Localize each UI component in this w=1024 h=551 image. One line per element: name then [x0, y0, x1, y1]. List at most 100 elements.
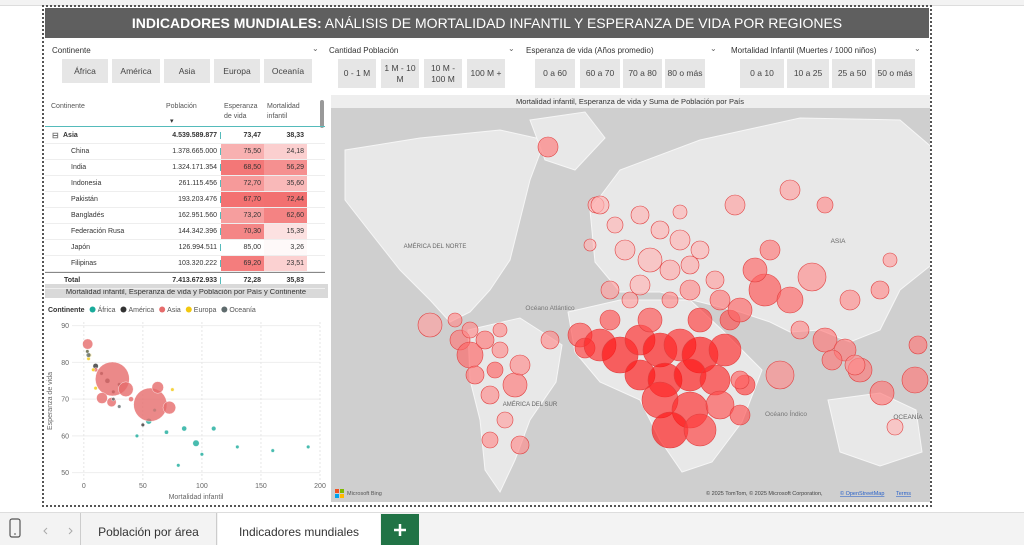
map-terms-link[interactable]: Terms: [896, 491, 911, 497]
y-axis-label: Esperanza de vida: [47, 372, 54, 430]
map-bubble: [705, 270, 725, 290]
slicer-button[interactable]: Oceanía: [264, 59, 312, 83]
table-cell: 72,70: [221, 176, 264, 191]
bubble: [128, 396, 134, 402]
slicer-button[interactable]: 100 M +: [467, 59, 505, 88]
map-bubble: [481, 431, 499, 449]
table-header: Continente Población Esperanza de vida Mort…: [45, 97, 325, 127]
map-bubble: [699, 364, 731, 396]
slicer-chevron: ⌄: [312, 44, 319, 53]
map-bubble: [651, 411, 689, 449]
tab-active[interactable]: Indicadores mundiales: [218, 513, 380, 545]
table-row: Federación Rusa 144.342.396 70,30 15,39: [45, 224, 325, 240]
map-bubble: [583, 238, 597, 252]
map-bubble: [730, 370, 750, 390]
slicer-button[interactable]: América: [112, 59, 160, 83]
map-bubble: [705, 390, 735, 420]
map-logo-text: Microsoft Bing: [347, 491, 382, 497]
bubble: [140, 422, 145, 427]
map-bubble: [590, 195, 610, 215]
table-cell: 70,30: [221, 224, 264, 239]
map-bubble: [690, 240, 710, 260]
scatter-title: Mortalidad infantil, Esperanza de vida y…: [66, 287, 306, 296]
slicer-button[interactable]: 0 a 10: [740, 59, 784, 88]
table-row: Japón 126.994.511 85,00 3,26: [45, 240, 325, 256]
slicer-button[interactable]: 80 o más: [665, 59, 705, 88]
map-bubble: [844, 354, 866, 376]
legend-label: Europa: [194, 307, 217, 314]
slicer-button[interactable]: 0 a 60: [535, 59, 575, 88]
table-cell: 38,33: [286, 131, 304, 139]
bubble: [151, 381, 164, 394]
y-tick-label: 70: [61, 397, 69, 404]
map-bubble: [496, 411, 514, 429]
map-bubble: [637, 307, 663, 333]
map-title: Mortalidad infantil, Esperanza de vida y…: [516, 97, 744, 106]
legend-label: Asia: [167, 307, 181, 314]
map-label: OCEANÍA: [893, 412, 923, 421]
bubble: [211, 426, 217, 432]
collapse-icon: ⊟: [52, 130, 59, 140]
map-bubble: [540, 330, 560, 350]
slicer-button[interactable]: Europa: [214, 59, 260, 83]
bubble: [134, 433, 139, 438]
map-bubble: [659, 259, 681, 281]
table-cell: 85,00: [221, 240, 264, 255]
table-cell: 35,83: [286, 277, 304, 284]
bubble: [117, 404, 122, 409]
slicer-button[interactable]: 25 a 50: [832, 59, 872, 88]
map-bubble: [630, 205, 650, 225]
column-header: Continente: [51, 103, 85, 110]
map-bubble: [475, 330, 495, 350]
table-cell: 261.115.456: [163, 180, 221, 187]
map-bubble: [650, 220, 670, 240]
map-bubble: [465, 365, 485, 385]
bubble: [111, 397, 116, 402]
bubble: [162, 401, 176, 415]
tab[interactable]: Población por área: [80, 513, 217, 545]
slicer-button[interactable]: 1 M - 10 M: [381, 59, 419, 88]
x-tick-label: 200: [314, 483, 326, 490]
table-cell: 67,70: [221, 192, 264, 207]
bubble: [170, 387, 175, 392]
bubble: [306, 444, 311, 449]
table-row: Bangladés 162.951.560 73,20 62,60: [45, 208, 325, 224]
slicer-button[interactable]: 60 a 70: [580, 59, 620, 88]
map-bubble: [599, 309, 621, 331]
map-bubble: [790, 320, 810, 340]
bubble: [181, 425, 187, 432]
map-bubble: [779, 179, 801, 201]
table-cell: 72,44: [264, 192, 307, 207]
legend-marker: [120, 306, 127, 313]
map-bubble: [492, 322, 508, 338]
map-title-bar: [331, 95, 930, 108]
x-tick-label: 150: [255, 483, 267, 490]
slicer-button[interactable]: 0 - 1 M: [338, 59, 376, 88]
table-row: Asia 4.539.589.877 73,47 38,33 ⊟: [45, 127, 325, 144]
map-bubble: [886, 418, 904, 436]
slicer-button[interactable]: 10 M - 100 M: [424, 59, 462, 88]
table-cell: 103.320.222: [163, 260, 221, 267]
bubble: [85, 349, 90, 354]
slicer-button[interactable]: África: [62, 59, 108, 83]
y-tick-label: 50: [61, 470, 69, 477]
map-bubble: [908, 335, 928, 355]
row-label: Bangladés: [71, 212, 105, 219]
x-tick-label: 0: [82, 483, 86, 490]
slicer-button[interactable]: 70 a 80: [623, 59, 662, 88]
table-cell: 193.203.476: [163, 196, 221, 203]
map-label: AMÉRICA DEL SUR: [503, 401, 558, 408]
row-label: Pakistán: [71, 196, 98, 203]
table-cell: 23,51: [264, 256, 307, 271]
table-cell: 3,26: [264, 240, 307, 255]
slicer-button[interactable]: 50 o más: [875, 59, 915, 88]
slicer-button[interactable]: 10 a 25: [787, 59, 829, 88]
slicer-chevron: ⌄: [914, 44, 921, 53]
slicer-button[interactable]: Asia: [164, 59, 210, 83]
table-row: Total 7.413.672.933 72,28 35,83: [45, 272, 325, 289]
scrollbar: [320, 100, 324, 128]
map-bubble: [510, 435, 530, 455]
add-page-button[interactable]: [381, 514, 419, 545]
map-bubble: [882, 252, 898, 268]
